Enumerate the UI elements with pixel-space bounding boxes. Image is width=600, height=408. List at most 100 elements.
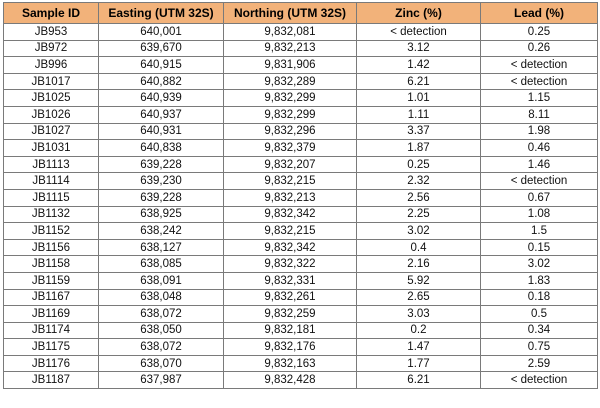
cell-easting: 639,230 xyxy=(98,172,224,190)
cell-northing: 9,832,215 xyxy=(223,222,357,240)
cell-easting: 638,072 xyxy=(98,338,224,356)
cell-sample-id: JB1026 xyxy=(3,105,99,124)
cell-lead: 1.08 xyxy=(480,205,598,224)
header-zinc: Zinc (%) xyxy=(356,2,481,24)
cell-sample-id: JB1115 xyxy=(3,188,99,207)
table-row: JB953 640,001 9,832,081 < detection 0.25 xyxy=(3,23,598,41)
cell-northing: 9,831,906 xyxy=(223,56,357,74)
cell-lead: 1.46 xyxy=(480,155,598,174)
cell-easting: 637,987 xyxy=(98,371,224,390)
table-row: JB1159 638,091 9,832,331 5.92 1.83 xyxy=(3,271,598,290)
table-row: JB1132 638,925 9,832,342 2.25 1.08 xyxy=(3,205,598,224)
cell-zinc: 1.87 xyxy=(356,139,481,157)
cell-zinc: 0.2 xyxy=(356,321,481,340)
cell-lead: 0.15 xyxy=(480,238,598,257)
cell-easting: 640,931 xyxy=(98,122,224,141)
cell-easting: 638,070 xyxy=(98,354,224,373)
cell-northing: 9,832,296 xyxy=(223,122,357,141)
table-row: JB1152 638,242 9,832,215 3.02 1.5 xyxy=(3,222,598,240)
cell-sample-id: JB1113 xyxy=(3,155,99,174)
table-row: JB996 640,915 9,831,906 1.42 < detection xyxy=(3,56,598,74)
header-northing: Northing (UTM 32S) xyxy=(223,2,357,24)
cell-easting: 640,939 xyxy=(98,89,224,107)
cell-northing: 9,832,213 xyxy=(223,39,357,58)
cell-easting: 640,937 xyxy=(98,105,224,124)
table-row: JB1156 638,127 9,832,342 0.4 0.15 xyxy=(3,238,598,257)
table-row: JB1169 638,072 9,832,259 3.03 0.5 xyxy=(3,305,598,323)
cell-easting: 638,091 xyxy=(98,271,224,290)
cell-zinc: 1.77 xyxy=(356,354,481,373)
cell-northing: 9,832,342 xyxy=(223,238,357,257)
table-row: JB1167 638,048 9,832,261 2.65 0.18 xyxy=(3,288,598,307)
table-row: JB1176 638,070 9,832,163 1.77 2.59 xyxy=(3,354,598,373)
cell-easting: 638,050 xyxy=(98,321,224,340)
table-row: JB1187 637,987 9,832,428 6.21 < detection xyxy=(3,371,598,390)
cell-northing: 9,832,261 xyxy=(223,288,357,307)
cell-zinc: 5.92 xyxy=(356,271,481,290)
cell-easting: 638,085 xyxy=(98,255,224,273)
cell-lead: 1.83 xyxy=(480,271,598,290)
cell-sample-id: JB1017 xyxy=(3,72,99,91)
table-row: JB1158 638,085 9,832,322 2.16 3.02 xyxy=(3,255,598,273)
cell-sample-id: JB1176 xyxy=(3,354,99,373)
cell-easting: 638,048 xyxy=(98,288,224,307)
cell-zinc: 2.56 xyxy=(356,188,481,207)
cell-zinc: 1.11 xyxy=(356,105,481,124)
cell-lead: 0.5 xyxy=(480,305,598,323)
cell-lead: < detection xyxy=(480,72,598,91)
cell-northing: 9,832,322 xyxy=(223,255,357,273)
cell-zinc: < detection xyxy=(356,23,481,41)
table-row: JB1031 640,838 9,832,379 1.87 0.46 xyxy=(3,139,598,157)
cell-sample-id: JB1114 xyxy=(3,172,99,190)
cell-northing: 9,832,213 xyxy=(223,188,357,207)
cell-easting: 638,242 xyxy=(98,222,224,240)
cell-zinc: 2.65 xyxy=(356,288,481,307)
cell-easting: 638,925 xyxy=(98,205,224,224)
cell-lead: < detection xyxy=(480,371,598,390)
cell-northing: 9,832,259 xyxy=(223,305,357,323)
cell-lead: < detection xyxy=(480,56,598,74)
header-sample-id: Sample ID xyxy=(3,2,99,24)
sample-table-container: Sample ID Easting (UTM 32S) Northing (UT… xyxy=(3,2,598,390)
cell-lead: 0.67 xyxy=(480,188,598,207)
header-lead: Lead (%) xyxy=(480,2,598,24)
table-row: JB1115 639,228 9,832,213 2.56 0.67 xyxy=(3,188,598,207)
cell-sample-id: JB1159 xyxy=(3,271,99,290)
cell-sample-id: JB1167 xyxy=(3,288,99,307)
cell-zinc: 2.25 xyxy=(356,205,481,224)
cell-zinc: 3.12 xyxy=(356,39,481,58)
cell-sample-id: JB1027 xyxy=(3,122,99,141)
table-header-row: Sample ID Easting (UTM 32S) Northing (UT… xyxy=(3,2,598,24)
cell-northing: 9,832,299 xyxy=(223,105,357,124)
cell-sample-id: JB972 xyxy=(3,39,99,58)
cell-lead: 0.75 xyxy=(480,338,598,356)
cell-northing: 9,832,181 xyxy=(223,321,357,340)
table-row: JB1114 639,230 9,832,215 2.32 < detection xyxy=(3,172,598,190)
sample-assay-table: Sample ID Easting (UTM 32S) Northing (UT… xyxy=(3,2,598,390)
cell-zinc: 6.21 xyxy=(356,371,481,390)
cell-lead: 8.11 xyxy=(480,105,598,124)
cell-northing: 9,832,207 xyxy=(223,155,357,174)
cell-northing: 9,832,331 xyxy=(223,271,357,290)
table-row: JB1017 640,882 9,832,289 6.21 < detection xyxy=(3,72,598,91)
cell-lead: 1.98 xyxy=(480,122,598,141)
cell-northing: 9,832,163 xyxy=(223,354,357,373)
cell-sample-id: JB1174 xyxy=(3,321,99,340)
cell-sample-id: JB996 xyxy=(3,56,99,74)
cell-zinc: 0.25 xyxy=(356,155,481,174)
table-row: JB1026 640,937 9,832,299 1.11 8.11 xyxy=(3,105,598,124)
cell-easting: 640,915 xyxy=(98,56,224,74)
cell-lead: 0.34 xyxy=(480,321,598,340)
cell-lead: 1.5 xyxy=(480,222,598,240)
cell-northing: 9,832,428 xyxy=(223,371,357,390)
cell-northing: 9,832,176 xyxy=(223,338,357,356)
cell-zinc: 2.32 xyxy=(356,172,481,190)
cell-zinc: 1.42 xyxy=(356,56,481,74)
table-row: JB1174 638,050 9,832,181 0.2 0.34 xyxy=(3,321,598,340)
cell-easting: 640,001 xyxy=(98,23,224,41)
cell-lead: 2.59 xyxy=(480,354,598,373)
cell-zinc: 1.01 xyxy=(356,89,481,107)
cell-northing: 9,832,081 xyxy=(223,23,357,41)
cell-zinc: 3.37 xyxy=(356,122,481,141)
cell-easting: 638,127 xyxy=(98,238,224,257)
